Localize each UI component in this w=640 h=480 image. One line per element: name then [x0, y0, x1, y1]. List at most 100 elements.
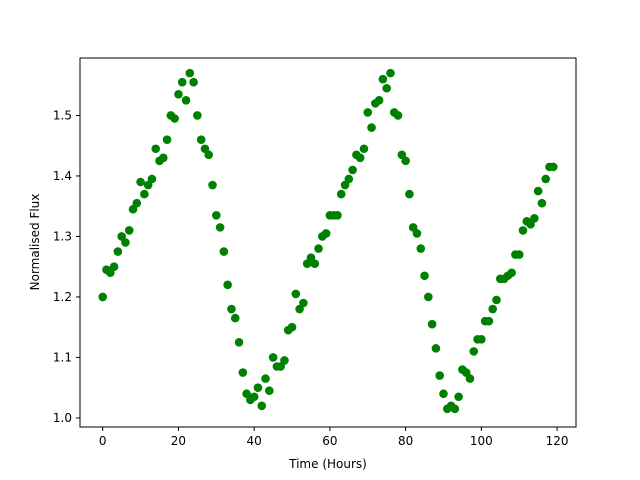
data-point: [333, 210, 342, 220]
data-point: [518, 226, 528, 235]
data-point: [386, 68, 395, 78]
y-tick-label: 1.4: [53, 169, 72, 183]
x-tick-label: 0: [99, 434, 107, 448]
data-point: [412, 229, 422, 238]
data-point: [208, 180, 217, 190]
data-points: [98, 68, 558, 414]
x-tick-label: 80: [398, 434, 413, 448]
data-point: [537, 198, 547, 208]
data-point: [124, 226, 134, 235]
data-point: [310, 259, 320, 268]
y-tick-label: 1.5: [53, 108, 72, 122]
data-point: [401, 156, 410, 166]
x-tick-label: 60: [322, 434, 337, 448]
data-point: [238, 368, 248, 377]
data-point: [196, 135, 206, 144]
x-tick-label: 100: [470, 434, 493, 448]
data-point: [113, 247, 123, 256]
data-point: [477, 334, 486, 344]
data-point: [416, 244, 426, 253]
data-point: [219, 247, 229, 256]
data-point: [541, 174, 551, 184]
data-point: [151, 144, 161, 154]
data-point: [465, 374, 475, 383]
x-axis-label: Time (Hours): [288, 457, 367, 471]
data-point: [215, 223, 225, 232]
data-point: [382, 83, 391, 93]
data-point: [514, 250, 524, 259]
data-point: [121, 238, 130, 247]
data-point: [147, 174, 157, 184]
data-point: [348, 165, 357, 175]
data-point: [193, 111, 202, 120]
data-point: [162, 135, 172, 144]
data-point: [469, 347, 479, 356]
data-point: [427, 319, 437, 329]
y-tick-label: 1.2: [53, 290, 72, 304]
y-axis-label: Normalised Flux: [28, 194, 42, 291]
y-tick-label: 1.0: [53, 411, 72, 425]
data-point: [249, 392, 259, 402]
data-point: [439, 389, 448, 399]
data-point: [367, 123, 376, 132]
data-point: [424, 292, 433, 302]
data-point: [170, 114, 179, 123]
data-point: [234, 338, 244, 347]
data-point: [299, 298, 308, 308]
data-point: [363, 108, 373, 117]
data-point: [280, 356, 289, 365]
data-point: [492, 295, 501, 305]
data-point: [230, 313, 240, 323]
x-tick-label: 20: [171, 434, 186, 448]
data-point: [374, 96, 384, 105]
data-point: [98, 292, 108, 302]
data-point: [291, 289, 301, 299]
data-point: [177, 77, 187, 87]
data-point: [488, 304, 498, 314]
data-point: [204, 150, 214, 160]
data-point: [227, 304, 236, 314]
data-point: [359, 144, 369, 154]
data-point: [355, 153, 365, 163]
data-point: [181, 96, 191, 105]
x-tick-label: 40: [247, 434, 262, 448]
data-point: [533, 186, 543, 196]
data-point: [265, 386, 274, 396]
data-point: [420, 271, 429, 281]
data-point: [530, 214, 539, 223]
data-point: [261, 374, 270, 383]
x-axis-ticks: 0 20 40 60 80 100 120: [99, 427, 569, 448]
plot-frame: [79, 57, 577, 428]
data-point: [314, 244, 323, 253]
data-point: [132, 198, 142, 208]
data-point: [454, 392, 463, 402]
data-point: [140, 189, 149, 199]
data-point: [405, 189, 414, 199]
data-point: [268, 353, 278, 362]
data-point: [212, 210, 221, 220]
data-point: [257, 401, 267, 411]
data-point: [185, 68, 195, 78]
data-point: [344, 174, 354, 184]
data-point: [435, 371, 444, 380]
y-axis-ticks: 1.0 1.1 1.2 1.3 1.4 1.5: [53, 108, 80, 425]
data-point: [431, 344, 441, 353]
data-point: [174, 90, 183, 99]
data-point: [223, 280, 232, 290]
data-point: [253, 383, 263, 392]
data-point: [393, 111, 403, 120]
data-point: [548, 162, 558, 172]
y-tick-label: 1.3: [53, 229, 72, 243]
data-point: [109, 262, 119, 272]
data-point: [136, 177, 145, 187]
data-point: [450, 404, 460, 414]
x-tick-label: 120: [546, 434, 569, 448]
data-point: [287, 322, 297, 332]
data-point: [159, 153, 168, 163]
data-point: [189, 77, 198, 87]
data-point: [378, 74, 388, 84]
data-point: [321, 229, 331, 238]
data-point: [507, 268, 516, 278]
y-tick-label: 1.1: [53, 350, 72, 364]
